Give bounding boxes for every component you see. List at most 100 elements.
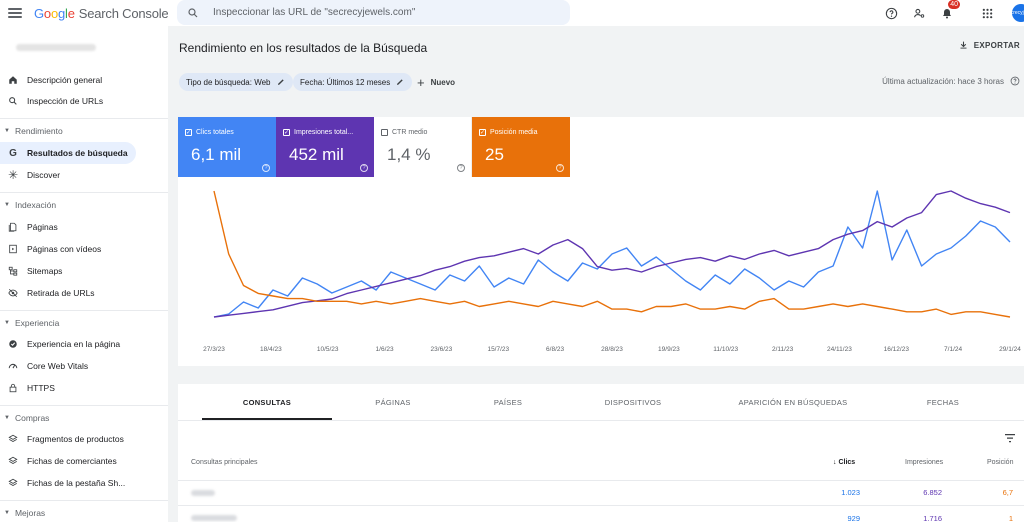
date-filter-chip[interactable]: Fecha: Últimos 12 meses [293, 73, 413, 91]
x-axis-tick-label: 27/3/23 [203, 346, 225, 353]
sidebar: Descripción general Inspección de URLs ▼… [0, 26, 168, 522]
metric-total-impressions[interactable]: ✓ Impresiones total... 452 mil ? [276, 117, 374, 177]
sidebar-divider [0, 500, 168, 501]
sidebar-item-url-inspection[interactable]: Inspección de URLs [0, 90, 136, 112]
sidebar-item-overview[interactable]: Descripción general [0, 69, 136, 91]
lock-icon [8, 383, 18, 393]
help-icon[interactable]: ? [556, 164, 564, 172]
notifications-bell-icon[interactable]: 40 [940, 0, 960, 20]
speedometer-icon [8, 361, 18, 371]
sidebar-item-shopping-tab-listings[interactable]: Fichas de la pestaña Sh... [0, 472, 136, 494]
sidebar-section-shopping[interactable]: ▼ Compras [4, 413, 50, 423]
x-axis-tick-label: 11/10/23 [713, 346, 738, 353]
x-axis-tick-label: 6/8/23 [546, 346, 564, 353]
clicks-cell: 1.023 [841, 488, 860, 497]
sidebar-item-core-web-vitals[interactable]: Core Web Vitals [0, 355, 136, 377]
sidebar-item-sitemaps[interactable]: Sitemaps [0, 260, 136, 282]
header-impressions[interactable]: Impresiones [905, 459, 944, 466]
tab-search-appearance[interactable]: APARICIÓN EN BÚSQUEDAS [738, 398, 848, 407]
google-g-icon: G [9, 147, 17, 159]
position-cell: 1 [1008, 514, 1013, 522]
google-search-console-logo[interactable]: Google Search Console [34, 5, 169, 21]
caret-down-icon: ▼ [4, 128, 10, 134]
tab-queries[interactable]: CONSULTAS [242, 398, 292, 407]
checkbox-checked-icon[interactable]: ✓ [185, 129, 192, 136]
asterisk-icon: ✳ [7, 168, 19, 182]
plus-icon: + [417, 74, 425, 90]
sidebar-item-pages[interactable]: Páginas [0, 216, 136, 238]
header-clicks[interactable]: ↓ Clics [833, 459, 856, 466]
sidebar-item-page-experience[interactable]: Experiencia en la página [0, 333, 136, 355]
x-axis-tick-label: 7/1/24 [944, 346, 962, 353]
search-type-filter-chip[interactable]: Tipo de búsqueda: Web [179, 73, 293, 91]
help-icon[interactable]: ? [360, 164, 368, 172]
sitemap-icon [8, 266, 18, 276]
sidebar-item-product-snippets[interactable]: Fragmentos de productos [0, 428, 136, 450]
sidebar-divider [0, 118, 168, 119]
series-line-posici-n-media [213, 190, 1011, 318]
x-axis-tick-label: 16/12/23 [884, 346, 910, 353]
header-top-queries: Consultas principales [191, 459, 258, 466]
help-icon[interactable]: ? [457, 164, 465, 172]
query-cell [191, 489, 215, 498]
sidebar-item-url-removals[interactable]: Retirada de URLs [0, 282, 136, 304]
header-position[interactable]: Posición [987, 459, 1014, 466]
filter-icon[interactable] [1004, 433, 1016, 443]
help-icon[interactable]: ? [262, 164, 270, 172]
sidebar-divider [0, 405, 168, 406]
tab-devices[interactable]: DISPOSITIVOS [604, 398, 662, 407]
url-inspection-search[interactable] [177, 0, 570, 25]
queries-table-card: CONSULTAS PÁGINAS PAÍSES DISPOSITIVOS AP… [178, 384, 1024, 522]
x-axis-tick-label: 2/11/23 [772, 346, 794, 353]
edit-pencil-icon [277, 79, 284, 85]
caret-down-icon: ▼ [4, 415, 10, 421]
caret-down-icon: ▼ [4, 510, 10, 516]
account-avatar[interactable]: secrecyjewels [1012, 4, 1024, 22]
hamburger-menu-icon[interactable] [8, 8, 22, 18]
checkbox-checked-icon[interactable]: ✓ [283, 129, 290, 136]
sidebar-item-merchant-listings[interactable]: Fichas de comerciantes [0, 450, 136, 472]
performance-line-chart[interactable]: 27/3/23 18/4/23 10/5/23 1/6/23 23/6/23 15/7/2… [178, 177, 1024, 366]
main-content: Rendimiento en los resultados de la Búsq… [168, 26, 1024, 522]
caret-down-icon: ▼ [4, 202, 10, 208]
metric-average-ctr[interactable]: CTR medio 1,4 % ? [374, 117, 472, 177]
layers-icon [8, 434, 18, 444]
metric-total-clicks[interactable]: ✓ Clics totales 6,1 mil ? [178, 117, 276, 177]
help-icon[interactable] [884, 6, 898, 20]
sidebar-section-experience[interactable]: ▼ Experiencia [4, 318, 60, 328]
x-axis-tick-label: 18/4/23 [260, 346, 282, 353]
x-axis-tick-label: 15/7/23 [487, 346, 509, 353]
x-axis-tick-label: 24/11/23 [827, 346, 852, 353]
sidebar-divider [0, 192, 168, 193]
row-divider [178, 505, 1024, 506]
checkbox-unchecked-icon[interactable] [381, 129, 388, 136]
tab-dates[interactable]: FECHAS [926, 398, 960, 407]
add-filter-button[interactable]: + Nuevo [417, 74, 456, 90]
page-experience-icon [8, 339, 18, 349]
row-divider [178, 480, 1024, 481]
help-icon[interactable] [1010, 76, 1020, 86]
sidebar-section-performance[interactable]: ▼ Rendimiento [4, 126, 63, 136]
position-cell: 6,7 [1002, 488, 1013, 497]
tab-pages[interactable]: PÁGINAS [375, 398, 411, 407]
export-button[interactable]: EXPORTAR [959, 40, 1020, 50]
x-axis-tick-label: 29/1/24 [999, 346, 1021, 353]
sidebar-item-search-results[interactable]: G Resultados de búsqueda [0, 142, 136, 164]
sort-down-arrow-icon: ↓ [833, 459, 839, 466]
sidebar-item-https[interactable]: HTTPS [0, 377, 136, 399]
impressions-cell: 6.852 [923, 488, 942, 497]
manage-users-icon[interactable] [912, 6, 926, 20]
sidebar-section-indexing[interactable]: ▼ Indexación [4, 200, 57, 210]
tab-countries[interactable]: PAÍSES [493, 398, 523, 407]
metric-average-position[interactable]: ✓ Posición media 25 ? [472, 117, 570, 177]
video-pages-icon [8, 244, 18, 254]
layers-icon [8, 456, 18, 466]
property-selector[interactable] [6, 38, 134, 56]
sidebar-section-enhancements[interactable]: ▼ Mejoras [4, 508, 46, 518]
apps-grid-icon[interactable] [980, 6, 994, 20]
impressions-cell: 1.716 [923, 514, 942, 522]
sidebar-item-discover[interactable]: ✳ Discover [7, 168, 61, 182]
sidebar-item-video-pages[interactable]: Páginas con vídeos [0, 238, 136, 260]
checkbox-checked-icon[interactable]: ✓ [479, 129, 486, 136]
search-input[interactable] [213, 7, 543, 18]
